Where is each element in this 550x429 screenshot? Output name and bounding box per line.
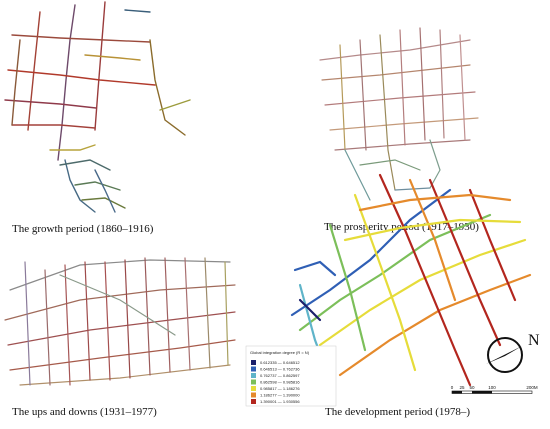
- legend-label: 0.862598 — 0.985816: [260, 380, 300, 385]
- caption: The growth period (1860–1916): [12, 223, 154, 235]
- legend-label: 0.762737 — 0.862597: [260, 373, 300, 378]
- legend-swatch: [251, 366, 256, 372]
- legend-swatch: [251, 373, 256, 378]
- legend-label: 1.186277 — 1.390000: [260, 393, 300, 398]
- legend-swatch: [251, 399, 256, 404]
- scale-bar: 0 25 50 100 200M: [451, 385, 538, 394]
- street-map-ups-downs: [4, 257, 236, 386]
- legend-swatch: [251, 392, 256, 398]
- scale-label: 0: [451, 385, 454, 390]
- legend-title: Global integration degree (R = N): [250, 350, 310, 355]
- legend-label: 0.985817 — 1.186276: [260, 386, 300, 391]
- legend-swatch: [251, 386, 256, 391]
- caption: The development period (1978–): [325, 406, 470, 418]
- legend-label: 1.390001 — 1.930556: [260, 399, 300, 404]
- scale-label: 50: [469, 385, 475, 390]
- compass-ring: [487, 337, 523, 373]
- north-arrow: N: [486, 332, 540, 373]
- street-map-growth: [4, 1, 191, 213]
- scale-label: 200M: [526, 385, 538, 390]
- street-map-prosperity: [319, 27, 479, 201]
- scale-label: 25: [459, 385, 465, 390]
- scale-segment: [452, 391, 462, 394]
- caption: The ups and downs (1931–1977): [12, 406, 157, 418]
- north-label: N: [528, 332, 540, 349]
- scale-segment: [472, 391, 492, 394]
- scale-label: 100: [488, 385, 496, 390]
- legend-label: 0.612335 — 0.646512: [260, 360, 300, 365]
- legend-box: [245, 345, 337, 407]
- legend-swatch: [251, 379, 256, 385]
- legend: Global integration degree (R = N) 0.6123…: [245, 345, 337, 407]
- compass-needle: [486, 346, 522, 364]
- legend-label: 0.646513 — 0.762736: [260, 367, 300, 372]
- legend-swatch: [251, 360, 256, 365]
